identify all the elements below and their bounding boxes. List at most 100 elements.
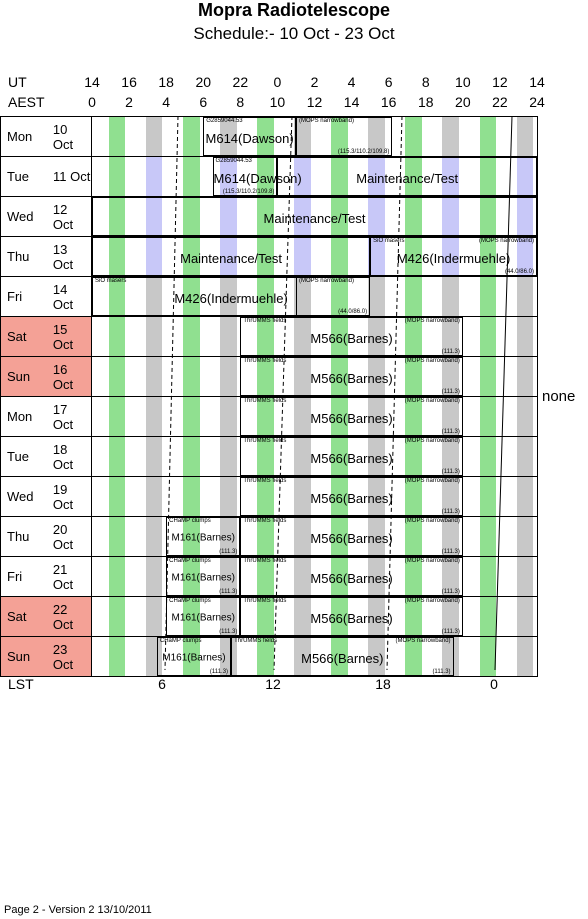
block-annotation: (MOPS narrowband)	[404, 318, 460, 324]
schedule-block[interactable]: Maintenance/Test	[277, 157, 537, 196]
time-stripe	[219, 357, 237, 396]
block-annotation: ThrUMMS fields	[234, 638, 278, 644]
time-stripe	[182, 397, 200, 436]
time-stripe	[442, 597, 460, 636]
time-stripe	[442, 237, 460, 276]
schedule-block[interactable]: Maintenance/Test	[92, 197, 537, 236]
aest-tick: 10	[269, 94, 286, 110]
time-stripe	[368, 397, 385, 436]
schedule-block[interactable]: CHaMP clumps (111.3) M161(Barnes)	[166, 557, 241, 596]
block-annotation: (MOPS narrowband)	[298, 118, 354, 124]
schedule-row: CHaMP clumps (111.3) M161(Barnes) ThrUMMS f…	[92, 596, 537, 637]
day-date: 22 Oct	[52, 601, 74, 632]
day-label: Wed 12 Oct	[0, 196, 92, 237]
schedule-block[interactable]: ThrUMMS fields (MOPS narrowband) (111.3) M5…	[240, 477, 463, 516]
schedule-block[interactable]: G2859044.53 M614(Dawson)	[203, 117, 296, 156]
aest-tick: 2	[125, 94, 133, 110]
block-project: Maintenance/Test	[180, 250, 283, 266]
schedule-block[interactable]: CHaMP clumps (111.3) M161(Barnes)	[166, 597, 241, 636]
schedule-row: ThrUMMS fields (MOPS narrowband) (111.3) M5…	[92, 356, 537, 397]
schedule-block[interactable]: CHaMP clumps (111.3) M161(Barnes)	[156, 637, 232, 676]
time-stripe	[368, 197, 385, 236]
time-stripe	[331, 157, 348, 196]
schedule-block[interactable]: ThrUMMS fields (MOPS narrowband) (111.3) M5…	[240, 557, 463, 596]
block-project: M614(Dawson)	[205, 130, 294, 146]
day-of-week: Thu	[7, 249, 30, 264]
day-date: 10 Oct	[52, 121, 74, 152]
schedule-block[interactable]: G2859044.53 (115.3/110.2/109.8) M614(Dawso…	[212, 157, 302, 196]
time-stripe	[479, 237, 497, 276]
time-stripe	[294, 517, 311, 556]
time-stripe	[405, 477, 423, 516]
time-stripe	[257, 117, 274, 156]
schedule-block[interactable]: (MOPS narrowband) (115.3/110.2/109.8)	[295, 117, 393, 156]
schedule-block[interactable]: ThrUMMS fields (MOPS narrowband) (111.3) M5…	[240, 597, 463, 636]
day-of-week: Fri	[7, 289, 23, 304]
schedule-block[interactable]: ThrUMMS fields (MOPS narrowband) (111.3) M5…	[231, 637, 454, 676]
block-annotation: (MOPS narrowband)	[478, 238, 534, 244]
time-stripe	[331, 437, 348, 476]
block-project: M566(Barnes)	[310, 450, 393, 466]
block-annotation: ThrUMMS fields	[243, 398, 287, 404]
time-stripe	[442, 397, 460, 436]
time-stripe	[108, 317, 126, 356]
time-stripe	[442, 517, 460, 556]
time-stripe	[219, 517, 237, 556]
day-date: 12 Oct	[52, 201, 74, 232]
block-annotation: G2859044.53	[206, 118, 243, 124]
lst-tick: 18	[375, 676, 391, 692]
schedule-block[interactable]: ThrUMMS fields (MOPS narrowband) (111.3) M5…	[240, 397, 463, 436]
time-stripe	[108, 277, 126, 316]
day-of-week: Mon	[7, 129, 33, 144]
time-stripe	[516, 357, 534, 396]
time-stripe	[219, 637, 237, 676]
ut-tick: 18	[158, 74, 174, 90]
schedule-block[interactable]: CHaMP clumps (111.3) M161(Barnes)	[166, 517, 241, 556]
schedule-block[interactable]: ThrUMMS fields (MOPS narrowband) (111.3) M5…	[240, 517, 463, 556]
schedule-block[interactable]: Maintenance/Test	[92, 237, 371, 276]
time-stripe	[516, 637, 534, 676]
time-stripe	[442, 117, 460, 156]
block-project: M161(Barnes)	[171, 532, 235, 544]
day-date: 13 Oct	[52, 241, 74, 272]
time-stripe	[257, 637, 274, 676]
time-stripe	[182, 317, 200, 356]
lst-axis-label: LST	[8, 676, 34, 692]
time-stripe	[479, 197, 497, 236]
lst-tick: 6	[158, 676, 166, 692]
time-stripe	[108, 237, 126, 276]
time-stripe	[368, 557, 385, 596]
block-annotation: (111.3)	[441, 469, 460, 475]
block-project: M566(Barnes)	[310, 370, 393, 386]
time-stripe	[145, 397, 163, 436]
time-stripe	[294, 277, 311, 316]
block-annotation: (111.3)	[219, 589, 238, 595]
time-stripe	[294, 157, 311, 196]
schedule-block[interactable]: ThrUMMS fields (MOPS narrowband) (111.3) M5…	[240, 357, 463, 396]
time-stripe	[294, 237, 311, 276]
schedule-row: ThrUMMS fields (MOPS narrowband) (111.3) M5…	[92, 316, 537, 357]
ut-tick: 8	[421, 74, 430, 90]
time-stripe	[108, 157, 126, 196]
day-date: 16 Oct	[52, 361, 74, 392]
time-stripe	[331, 517, 348, 556]
time-stripe	[145, 197, 163, 236]
day-of-week: Sat	[7, 609, 27, 624]
block-annotation: (111.3)	[441, 509, 460, 515]
schedule-block[interactable]: (MOPS narrowband) (44.0/86.0)	[295, 277, 371, 316]
time-stripe	[145, 477, 163, 516]
time-stripe	[442, 637, 460, 676]
day-date: 19 Oct	[52, 481, 74, 512]
time-stripe	[516, 197, 534, 236]
schedule-block[interactable]: ThrUMMS fields (MOPS narrowband) (111.3) M5…	[240, 317, 463, 356]
time-stripe	[108, 597, 126, 636]
time-stripe	[294, 477, 311, 516]
schedule-row: Maintenance/Test SiO masers (MOPS narrowba…	[92, 236, 537, 277]
time-stripe	[257, 397, 274, 436]
ut-tick: 6	[384, 74, 393, 90]
schedule-block[interactable]: SiO masers (MOPS narrowband) (44.0/86.0) M4…	[370, 237, 537, 276]
side-note: none	[542, 388, 576, 405]
day-label: Sat 22 Oct	[0, 596, 92, 637]
block-annotation: ThrUMMS fields	[243, 358, 287, 364]
schedule-block[interactable]: ThrUMMS fields (MOPS narrowband) (111.3) M5…	[240, 437, 463, 476]
